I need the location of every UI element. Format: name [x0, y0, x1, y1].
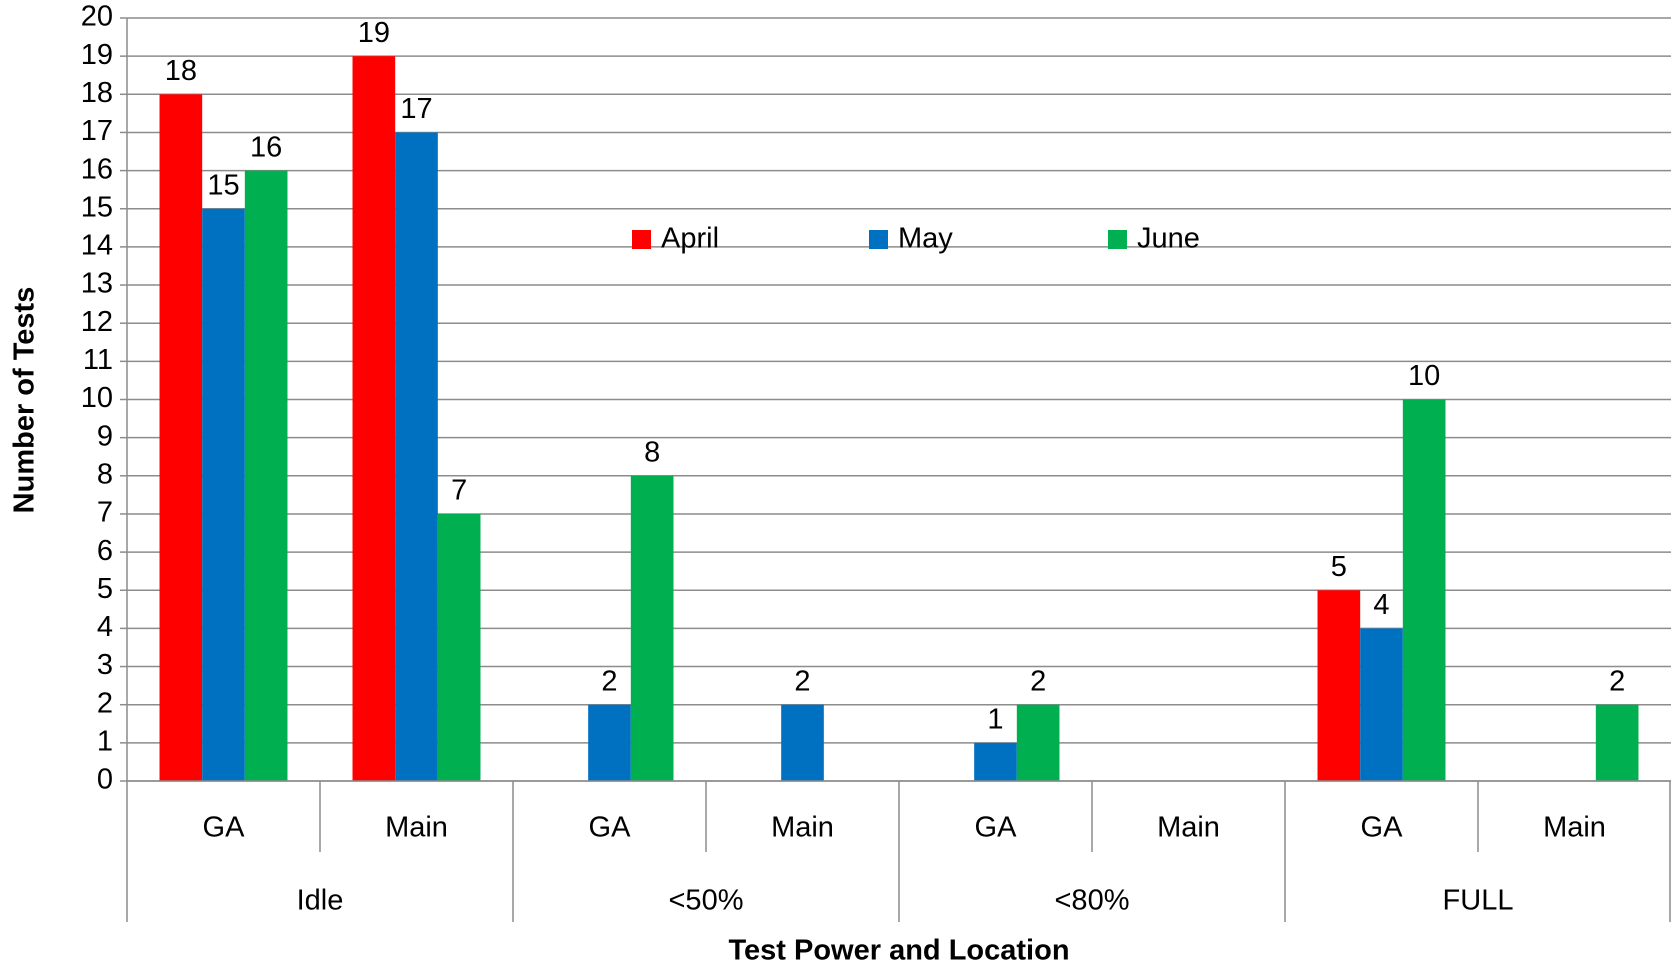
data-label: 2	[1030, 665, 1046, 697]
group-label: <50%	[669, 885, 744, 917]
legend-swatch	[869, 230, 888, 249]
y-tick-label: 0	[97, 764, 113, 796]
data-label: 8	[644, 436, 660, 468]
data-label: 19	[358, 17, 390, 49]
bar	[1317, 590, 1361, 781]
data-label: 15	[207, 169, 239, 201]
x-tick-label: GA	[203, 812, 246, 844]
data-label: 7	[451, 475, 467, 507]
x-tick-label: Main	[1543, 812, 1606, 844]
bar	[1016, 704, 1060, 781]
bar	[588, 704, 631, 781]
data-label: 10	[1408, 360, 1440, 392]
bar	[395, 132, 438, 781]
x-tick-label: Main	[771, 812, 834, 844]
y-tick-label: 8	[97, 458, 113, 490]
bar	[974, 742, 1017, 781]
data-label: 4	[1373, 589, 1389, 621]
group-label: <80%	[1055, 885, 1130, 917]
y-tick-label: 1	[97, 726, 113, 758]
data-label: 2	[794, 665, 810, 697]
legend-label: April	[661, 223, 719, 255]
bar	[1360, 628, 1403, 781]
y-tick-label: 4	[97, 611, 113, 643]
x-tick-label: GA	[589, 812, 632, 844]
data-label: 2	[601, 665, 617, 697]
y-tick-label: 14	[81, 230, 113, 262]
x-tick-label: Main	[1157, 812, 1220, 844]
data-label: 5	[1331, 551, 1347, 583]
bar	[244, 170, 288, 782]
y-tick-label: 2	[97, 687, 113, 719]
data-label: 16	[250, 131, 282, 163]
y-tick-label: 17	[81, 115, 113, 147]
x-tick-label: GA	[1361, 812, 1404, 844]
bar	[159, 94, 203, 782]
y-tick-label: 19	[81, 39, 113, 71]
legend-label: May	[898, 223, 953, 255]
legend-label: June	[1137, 223, 1200, 255]
y-tick-label: 11	[83, 344, 113, 376]
y-tick-label: 16	[81, 153, 113, 185]
bar	[437, 513, 481, 781]
y-tick-label: 7	[97, 497, 113, 529]
x-axis-title: Test Power and Location	[728, 935, 1069, 967]
bar	[630, 475, 674, 781]
y-tick-label: 10	[81, 382, 113, 414]
group-label: Idle	[297, 885, 344, 917]
y-tick-label: 15	[81, 191, 113, 223]
y-tick-label: 13	[81, 268, 113, 300]
y-axis-title: Number of Tests	[9, 287, 41, 514]
legend-swatch	[1108, 230, 1127, 249]
x-tick-label: Main	[385, 812, 448, 844]
legend-swatch	[632, 230, 651, 249]
y-tick-label: 18	[81, 77, 113, 109]
bar	[1402, 399, 1446, 781]
y-tick-label: 9	[97, 420, 113, 452]
bar	[781, 704, 824, 781]
x-tick-label: GA	[975, 812, 1018, 844]
group-label: FULL	[1443, 885, 1514, 917]
bar	[202, 208, 245, 781]
y-tick-label: 5	[97, 573, 113, 605]
y-tick-label: 12	[81, 306, 113, 338]
bar	[352, 56, 396, 781]
y-tick-label: 20	[81, 1, 113, 33]
data-label: 2	[1609, 665, 1625, 697]
y-tick-label: 6	[97, 535, 113, 567]
data-label: 17	[400, 93, 432, 125]
data-label: 18	[165, 55, 197, 87]
y-tick-label: 3	[97, 649, 113, 681]
bar	[1595, 704, 1639, 781]
data-label: 1	[987, 704, 1003, 736]
